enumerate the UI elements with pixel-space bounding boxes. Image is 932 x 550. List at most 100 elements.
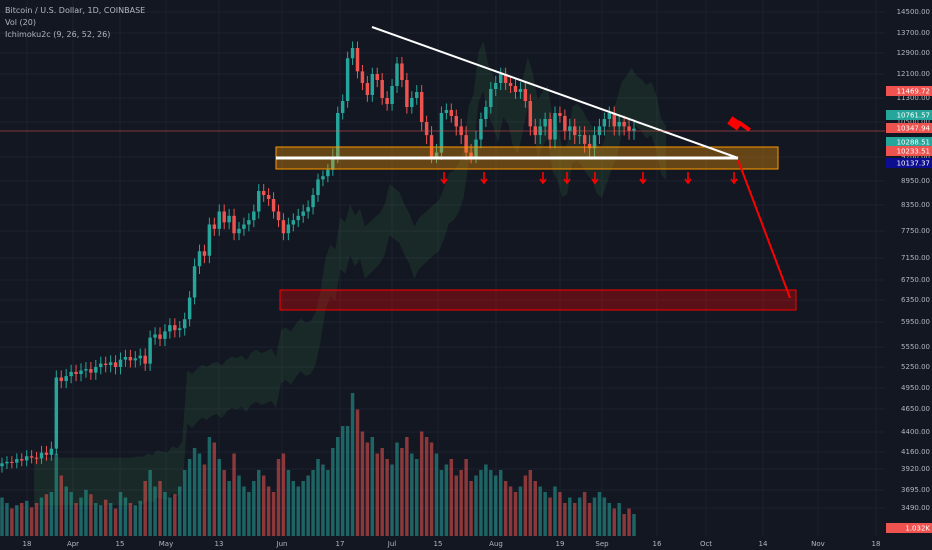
candle-body xyxy=(345,58,350,101)
candle-body xyxy=(508,83,513,86)
volume-bar xyxy=(178,486,182,536)
volume-bar xyxy=(252,481,256,536)
candle-body xyxy=(0,463,4,467)
x-tick-label: Jun xyxy=(276,540,288,548)
price-tag-label: 10761.57 xyxy=(897,112,930,120)
volume-bar xyxy=(207,437,212,536)
candle-body xyxy=(74,371,78,374)
volume-bar xyxy=(296,486,300,536)
volume-bar xyxy=(622,514,626,536)
candle-body xyxy=(316,179,320,195)
candle-body xyxy=(138,355,142,359)
volume-indicator-label[interactable]: Vol (20) xyxy=(5,18,36,27)
volume-bar xyxy=(632,514,636,536)
down-arrow-icon xyxy=(591,172,599,185)
candle-body xyxy=(257,191,261,212)
hammer-icon xyxy=(727,116,743,131)
candle-body xyxy=(286,224,291,234)
y-tick-label: 6350.00 xyxy=(901,296,930,304)
candlesticks xyxy=(0,41,636,473)
candle-body xyxy=(439,113,444,153)
volume-bar xyxy=(212,442,217,536)
candle-body xyxy=(385,98,389,104)
x-tick-label: 16 xyxy=(653,540,662,548)
candle-body xyxy=(577,135,582,137)
volume-bar xyxy=(321,464,325,536)
volume-bar xyxy=(94,503,98,536)
candle-body xyxy=(103,363,108,365)
y-tick-label: 3920.00 xyxy=(901,465,930,473)
volume-bar xyxy=(34,503,39,536)
down-arrow-icon xyxy=(480,172,488,185)
x-tick-label: 17 xyxy=(336,540,345,548)
volume-bar xyxy=(429,442,434,536)
volume-bar xyxy=(449,459,454,536)
candle-body xyxy=(474,139,478,157)
candle-body xyxy=(350,48,355,59)
candle-body xyxy=(415,92,419,98)
candle-body xyxy=(10,461,14,463)
volume-bar xyxy=(148,470,152,536)
y-tick-label: 7750.00 xyxy=(901,227,930,235)
volume-bar xyxy=(385,459,389,536)
volume-bar xyxy=(553,486,557,536)
candle-body xyxy=(306,207,310,212)
candle-body xyxy=(434,152,439,157)
down-arrow-icon xyxy=(539,172,547,185)
candle-body xyxy=(163,331,167,339)
volume-bar xyxy=(479,470,483,536)
volume-bar xyxy=(89,494,93,536)
volume-bar xyxy=(99,505,103,536)
volume-bar xyxy=(306,475,310,536)
volume-bar xyxy=(64,486,68,536)
volume-bar xyxy=(395,442,399,536)
candle-body xyxy=(54,377,59,449)
symbol-title[interactable]: Bitcoin / U.S. Dollar, 1D, COINBASE xyxy=(5,6,146,15)
x-tick-label: 19 xyxy=(556,540,565,548)
candle-body xyxy=(469,152,473,157)
candle-body xyxy=(192,266,197,298)
down-arrow-icon xyxy=(684,172,692,185)
candle-body xyxy=(34,457,39,459)
y-tick-label: 14500.00 xyxy=(897,8,930,16)
candle-body xyxy=(429,135,434,157)
candle-body xyxy=(498,74,503,83)
candle-body xyxy=(178,328,182,331)
candle-body xyxy=(528,101,533,127)
time-axis[interactable]: 18 Apr 15 May 13 Jun 17 Jul 15 Aug 19 Sep 16 Oct 14 Nov… xyxy=(23,540,881,548)
volume-bar xyxy=(118,492,123,536)
candle-body xyxy=(405,80,409,107)
volume-bar xyxy=(49,492,54,536)
volume-bar xyxy=(548,497,552,536)
candle-body xyxy=(168,325,172,332)
volume-bar xyxy=(84,489,88,536)
volume-bar xyxy=(543,492,547,536)
candle-body xyxy=(187,297,192,320)
volume-bar xyxy=(266,486,271,536)
candle-body xyxy=(617,122,621,127)
target-zone xyxy=(279,289,797,311)
price-tag-label: 10137.37 xyxy=(897,160,930,168)
volume-bar xyxy=(103,499,108,536)
price-tag xyxy=(886,123,932,133)
volume-bar xyxy=(69,492,73,536)
candle-body xyxy=(281,220,286,234)
volume-bar xyxy=(380,448,384,536)
candle-body xyxy=(553,113,557,140)
price-axis[interactable]: 14500.00 13700.00 12900.00 12100.00 11300.00… xyxy=(885,0,932,550)
candle-body xyxy=(217,211,221,229)
volume-bar xyxy=(108,503,113,536)
volume-bar xyxy=(474,475,478,536)
candle-body xyxy=(64,376,68,381)
candle-body xyxy=(370,74,375,95)
y-tick-label: 5250.00 xyxy=(901,363,930,371)
candle-body xyxy=(79,370,83,374)
volume-bar xyxy=(257,470,261,536)
candle-body xyxy=(222,211,226,223)
candle-body xyxy=(365,83,370,95)
ichimoku-indicator-label[interactable]: Ichimoku2c (9, 26, 52, 26) xyxy=(5,30,111,39)
volume-bar xyxy=(44,494,49,536)
candle-body xyxy=(632,128,636,131)
candle-body xyxy=(518,89,523,92)
